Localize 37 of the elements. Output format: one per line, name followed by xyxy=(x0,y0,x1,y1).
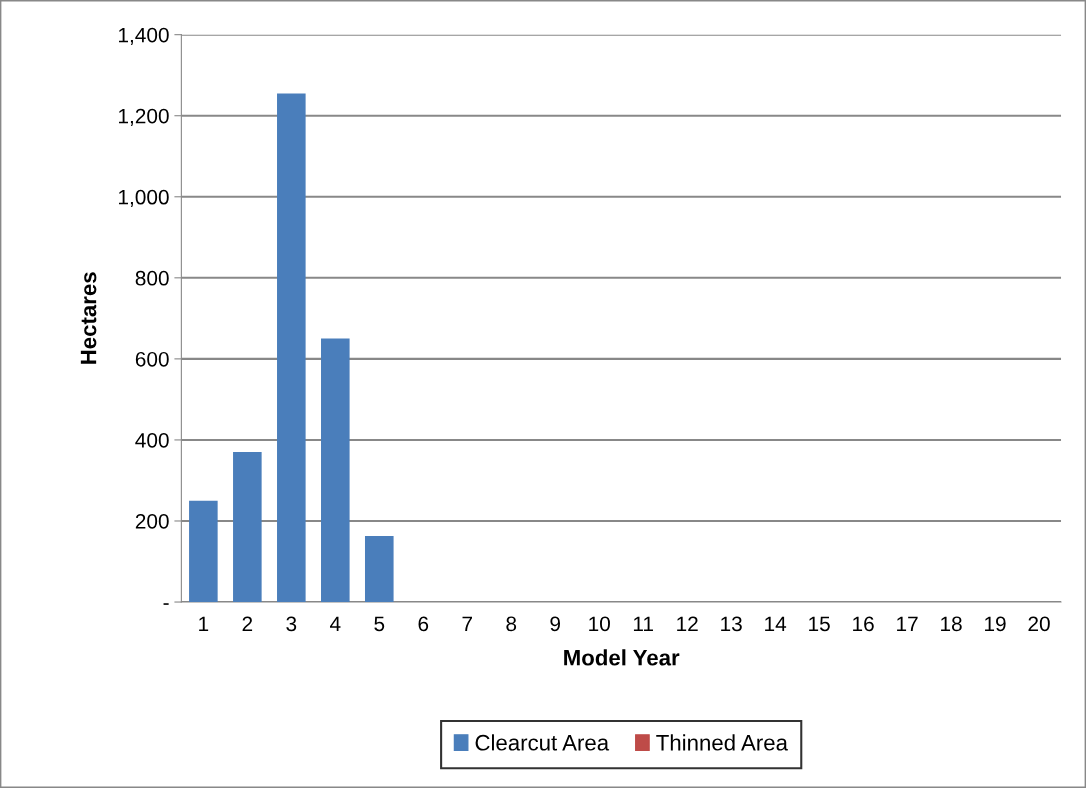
y-tick-label: 1,200 xyxy=(119,108,169,126)
y-axis-title: Hectares xyxy=(80,272,97,364)
y-tick-label: 200 xyxy=(135,513,169,529)
bar xyxy=(364,535,394,603)
x-axis-title: Model Year xyxy=(564,649,680,666)
x-tick-label: 9 xyxy=(550,616,561,632)
bar xyxy=(233,452,262,603)
y-tick-label: - xyxy=(163,603,169,605)
x-tick-label: 11 xyxy=(633,616,653,632)
bar xyxy=(189,500,218,603)
x-tick-label: 6 xyxy=(418,616,429,632)
x-tick-label: 12 xyxy=(677,616,698,632)
y-tick-label: 400 xyxy=(135,432,169,448)
x-tick-label: 7 xyxy=(462,616,472,632)
bar xyxy=(321,338,350,603)
x-tick-label: 17 xyxy=(897,616,918,632)
x-tick-label: 14 xyxy=(765,616,787,632)
x-tick-label: 8 xyxy=(506,616,517,632)
y-tick-label: 1,000 xyxy=(119,189,169,207)
legend-label: Clearcut Area xyxy=(475,734,610,751)
x-tick-label: 3 xyxy=(286,616,297,632)
x-tick-label: 18 xyxy=(941,616,962,632)
x-tick-label: 20 xyxy=(1028,616,1050,632)
x-tick-label: 5 xyxy=(374,616,385,632)
x-tick-label: 4 xyxy=(329,616,341,632)
x-tick-label: 10 xyxy=(589,616,610,632)
x-tick-label: 2 xyxy=(242,616,253,632)
x-tick-label: 15 xyxy=(809,616,830,632)
legend-label: Thinned Area xyxy=(656,734,788,751)
y-tick-label: 800 xyxy=(135,270,169,286)
x-tick-label: 19 xyxy=(985,616,1006,632)
x-tick-label: 16 xyxy=(853,616,874,632)
y-tick-label: 1,400 xyxy=(119,27,169,45)
bar xyxy=(277,93,306,603)
x-tick-label: 13 xyxy=(721,616,742,632)
y-tick-label: 600 xyxy=(135,351,169,367)
x-tick-label: 1 xyxy=(199,616,209,632)
